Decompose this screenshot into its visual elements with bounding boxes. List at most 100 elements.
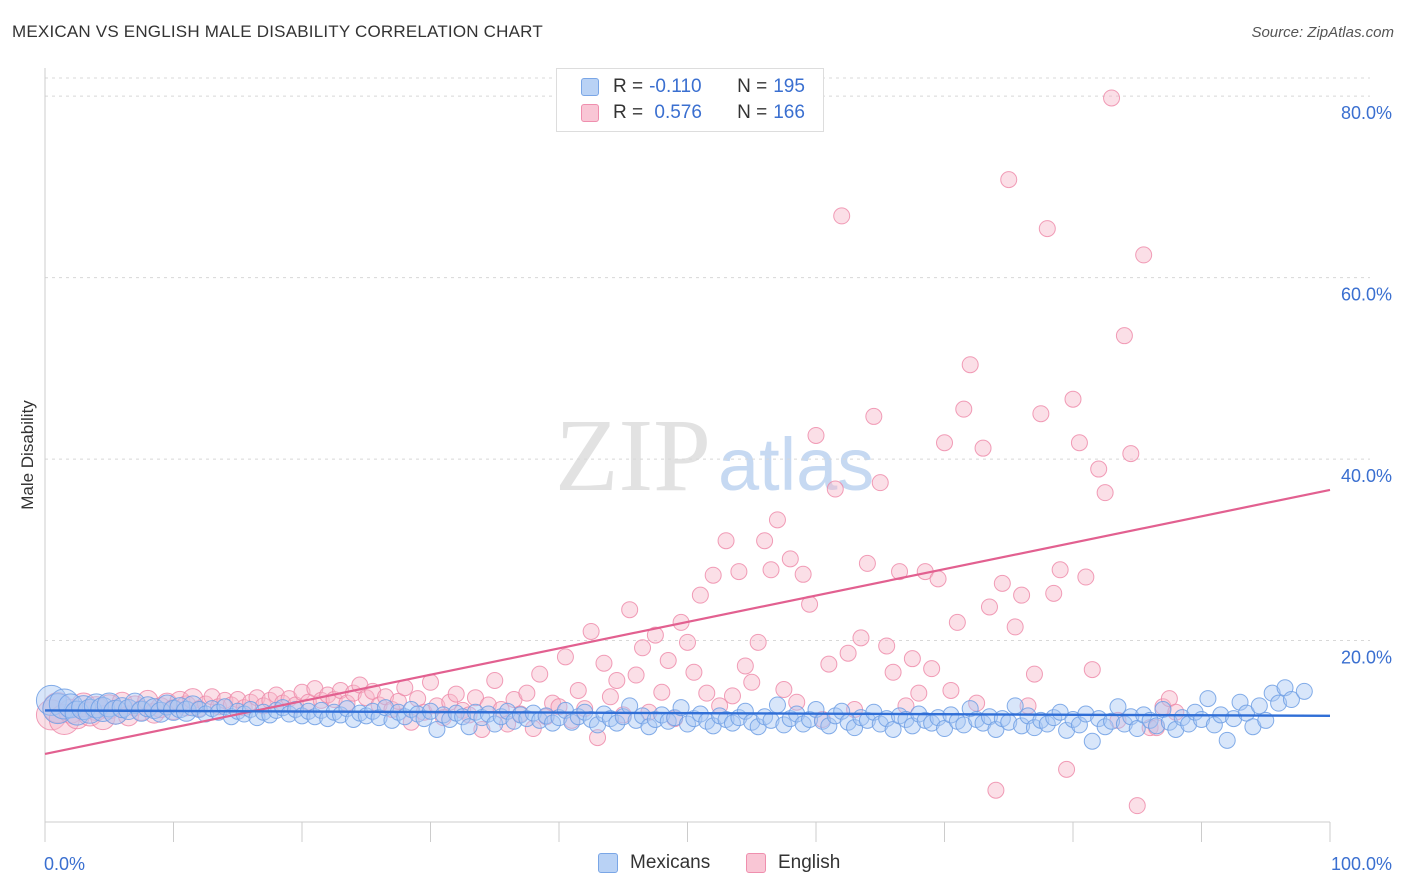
- mexican-point: [1173, 709, 1191, 727]
- mexican-point: [1218, 731, 1236, 749]
- mexican-point: [1199, 690, 1217, 708]
- english-point: [852, 629, 870, 647]
- mexican-point: [1237, 704, 1255, 722]
- english-point: [788, 693, 806, 711]
- english-point: [1064, 390, 1082, 408]
- legend-swatch-english: [746, 853, 766, 873]
- mexican-point: [640, 718, 658, 736]
- english-point: [447, 685, 465, 703]
- tick-labels: 20.0% 40.0% 60.0% 80.0% 0.0% 100.0% Male Disab…: [18, 103, 1392, 874]
- english-point: [698, 684, 716, 702]
- english-point: [936, 434, 953, 452]
- english-point: [884, 663, 902, 681]
- y-tick-label: 80.0%: [1341, 103, 1392, 123]
- legend-r-label: R =: [613, 102, 644, 123]
- english-point: [743, 673, 761, 691]
- english-point: [1032, 405, 1050, 423]
- english-point: [878, 637, 896, 655]
- y-tick-label: 40.0%: [1341, 466, 1392, 486]
- mexican-point: [1295, 682, 1313, 700]
- mexican-point: [775, 716, 793, 734]
- english-point: [1122, 445, 1140, 463]
- mexican-point: [833, 702, 851, 720]
- english-trend-line: [44, 488, 1331, 756]
- mexican-point: [846, 719, 864, 737]
- legend-row-mexicans: R = -0.110 N = 195: [581, 75, 805, 99]
- english-point: [891, 563, 909, 581]
- english-point: [1128, 797, 1146, 815]
- legend-item-english[interactable]: English: [746, 852, 840, 874]
- legend-n-value: 166: [773, 102, 805, 123]
- mexican-point: [1205, 716, 1223, 734]
- mexican-point: [955, 716, 973, 734]
- legend-label-mexicans: Mexicans: [630, 852, 711, 873]
- english-point: [685, 663, 703, 681]
- english-point: [762, 561, 780, 579]
- mexican-point: [1128, 720, 1146, 738]
- mexican-point: [460, 718, 478, 736]
- english-point: [601, 688, 619, 706]
- english-point: [794, 565, 812, 583]
- english-point: [730, 563, 748, 581]
- y-tick-label: 60.0%: [1341, 285, 1392, 305]
- english-point: [820, 655, 838, 673]
- mexican-point: [1263, 684, 1281, 702]
- source-label: Source: ZipAtlas.com: [1251, 24, 1394, 41]
- mexican-point: [428, 720, 446, 738]
- english-point: [409, 690, 427, 708]
- english-point: [357, 689, 375, 707]
- english-point: [1115, 327, 1133, 345]
- english-point: [1006, 618, 1024, 636]
- x-tick-label: 0.0%: [44, 854, 85, 874]
- english-point: [903, 650, 921, 668]
- english-point: [1096, 484, 1114, 502]
- mexican-point: [479, 705, 497, 723]
- english-point: [980, 598, 998, 616]
- mexican-point: [1058, 721, 1076, 739]
- mexican-point: [1231, 693, 1249, 711]
- mexican-point: [987, 720, 1005, 738]
- mexican-point: [1051, 703, 1069, 721]
- legend-swatch-pink: [581, 104, 599, 122]
- legend-r-value: 0.576: [649, 102, 702, 123]
- english-point: [942, 681, 960, 699]
- english-point: [1025, 665, 1043, 683]
- mexican-point: [884, 720, 902, 738]
- english-point: [871, 474, 889, 492]
- english-point: [961, 356, 979, 374]
- mexican-point: [143, 698, 165, 720]
- legend-n-label: N =: [737, 102, 768, 123]
- english-point: [659, 651, 677, 669]
- english-point: [974, 439, 992, 457]
- mexican-point: [1148, 717, 1166, 735]
- y-axis-title: Male Disability: [18, 400, 37, 510]
- mexican-point: [801, 710, 819, 728]
- series-legend: Mexicans English: [0, 852, 1406, 878]
- english-point: [948, 613, 966, 631]
- mexican-point: [415, 710, 433, 728]
- mexican-point: [897, 710, 915, 728]
- mexican-point: [736, 702, 754, 720]
- mexican-point: [71, 695, 97, 721]
- x-tick-label: 100.0%: [1331, 854, 1392, 874]
- english-point: [595, 654, 613, 672]
- english-point: [865, 407, 883, 425]
- mexican-point: [370, 709, 388, 727]
- legend-row-english: R = 0.576 N = 166: [581, 101, 805, 125]
- legend-item-mexicans[interactable]: Mexicans: [598, 852, 710, 874]
- english-point: [910, 684, 928, 702]
- english-point: [736, 657, 754, 675]
- english-point: [589, 729, 607, 747]
- mexican-point: [768, 696, 786, 714]
- y-tick-label: 20.0%: [1341, 648, 1392, 668]
- english-point: [646, 626, 664, 644]
- english-point: [1045, 584, 1063, 602]
- english-point: [723, 687, 741, 705]
- english-point: [608, 671, 626, 689]
- mexican-point: [1083, 732, 1101, 750]
- mexican-point: [936, 720, 953, 738]
- watermark: ZIP atlas: [555, 398, 874, 513]
- english-point: [634, 639, 652, 657]
- english-point: [781, 550, 799, 568]
